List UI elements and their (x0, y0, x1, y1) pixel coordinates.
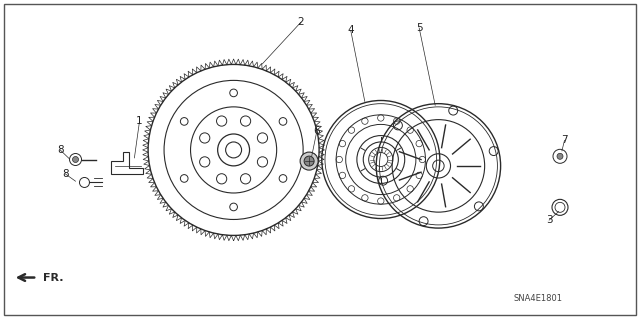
Text: 8: 8 (62, 169, 68, 179)
Text: 6: 6 (314, 126, 320, 137)
Text: SNA4E1801: SNA4E1801 (513, 294, 562, 303)
Text: 1: 1 (136, 116, 143, 126)
Text: FR.: FR. (43, 272, 63, 283)
Circle shape (72, 157, 79, 162)
Circle shape (304, 156, 314, 166)
Text: 8: 8 (57, 145, 63, 155)
Text: 4: 4 (348, 25, 354, 35)
Circle shape (557, 153, 563, 159)
Text: 7: 7 (561, 135, 568, 145)
Circle shape (300, 152, 318, 170)
Text: 5: 5 (416, 23, 422, 33)
Text: 2: 2 (298, 17, 304, 27)
Text: 3: 3 (546, 215, 552, 225)
